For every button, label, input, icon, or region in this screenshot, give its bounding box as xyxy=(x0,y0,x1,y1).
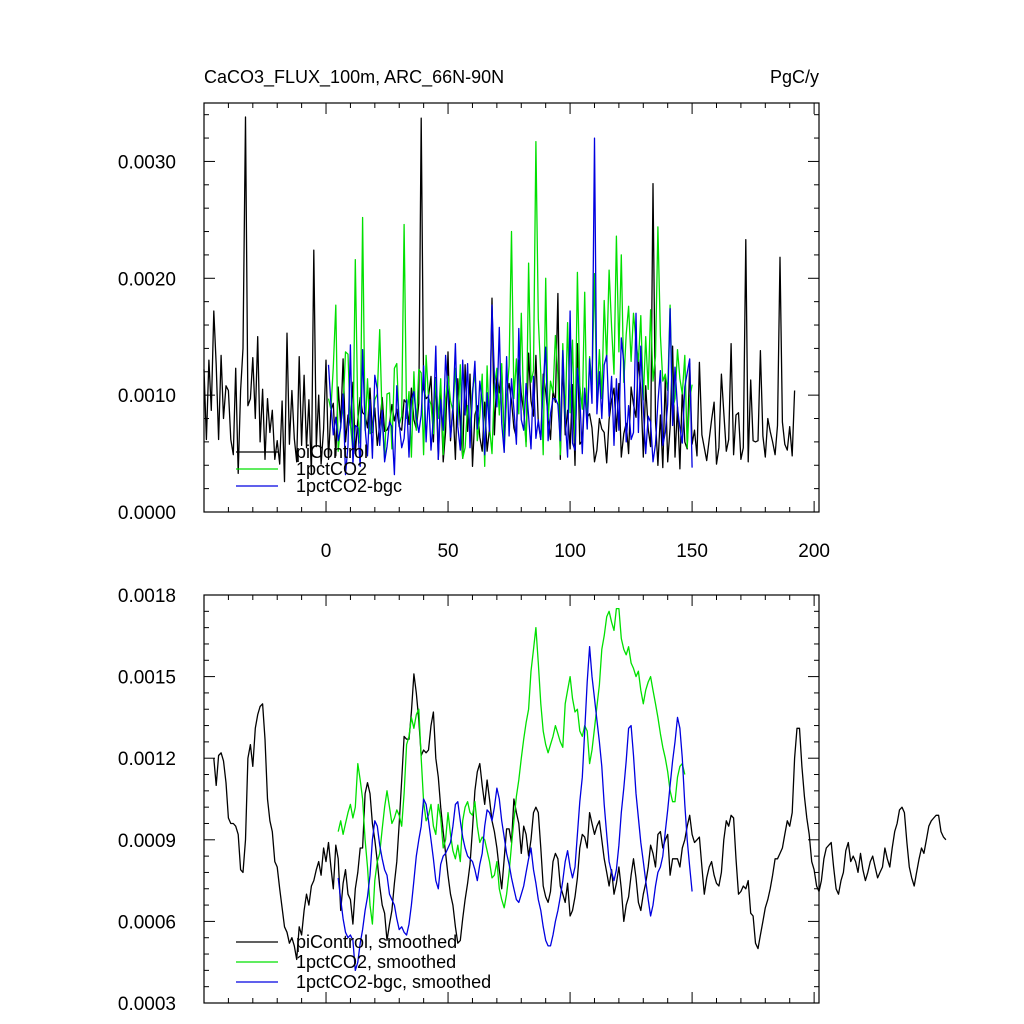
legend-label: 1pctCO2-bgc, smoothed xyxy=(296,972,491,992)
legend-label: 1pctCO2-bgc xyxy=(296,476,402,496)
series-line-1-2 xyxy=(337,646,693,972)
x-tick-label: 100 xyxy=(554,541,586,562)
x-tick-label: 150 xyxy=(676,541,708,562)
y-tick-label: 0.0010 xyxy=(118,386,176,407)
y-tick-label: 0.0015 xyxy=(118,668,176,689)
x-tick-label: 50 xyxy=(437,541,458,562)
y-tick-label: 0.0030 xyxy=(118,152,176,173)
plot-frame xyxy=(203,102,820,513)
series-line-0-1 xyxy=(327,140,693,468)
legend-label: 1pctCO2 xyxy=(296,459,367,479)
chart-title: CaCO3_FLUX_100m, ARC_66N-90N xyxy=(204,67,504,88)
y-tick-label: 0.0000 xyxy=(118,503,176,524)
plot-frame xyxy=(203,594,820,1004)
y-tick-label: 0.0009 xyxy=(118,831,176,852)
x-tick-label: 200 xyxy=(798,541,830,562)
legend-label: 1pctCO2, smoothed xyxy=(296,952,456,972)
legend-label: piControl, smoothed xyxy=(296,932,457,952)
y-tick-label: 0.0006 xyxy=(118,912,176,933)
units-label: PgC/y xyxy=(770,67,819,87)
series-line-1-0 xyxy=(213,673,947,961)
y-tick-label: 0.0020 xyxy=(118,269,176,290)
legend-label: piControl xyxy=(296,442,368,462)
bottom-panel-smoothed: 0.0003 0.0006 0.0009 0.0012 0.0015 0.0018 piCo… xyxy=(118,586,947,1015)
series-line-0-2 xyxy=(327,137,693,476)
y-tick-label: 0.0012 xyxy=(118,749,176,770)
top-panel-raw: 0.0000 0.0010 0.0020 0.0030 0 50 100 150 200 piCo… xyxy=(118,102,830,562)
series-line-0-0 xyxy=(203,116,796,483)
series-line-1-1 xyxy=(337,607,686,925)
y-tick-label: 0.0018 xyxy=(118,586,176,607)
y-tick-label: 0.0003 xyxy=(118,994,176,1015)
x-tick-label: 0 xyxy=(321,541,332,562)
